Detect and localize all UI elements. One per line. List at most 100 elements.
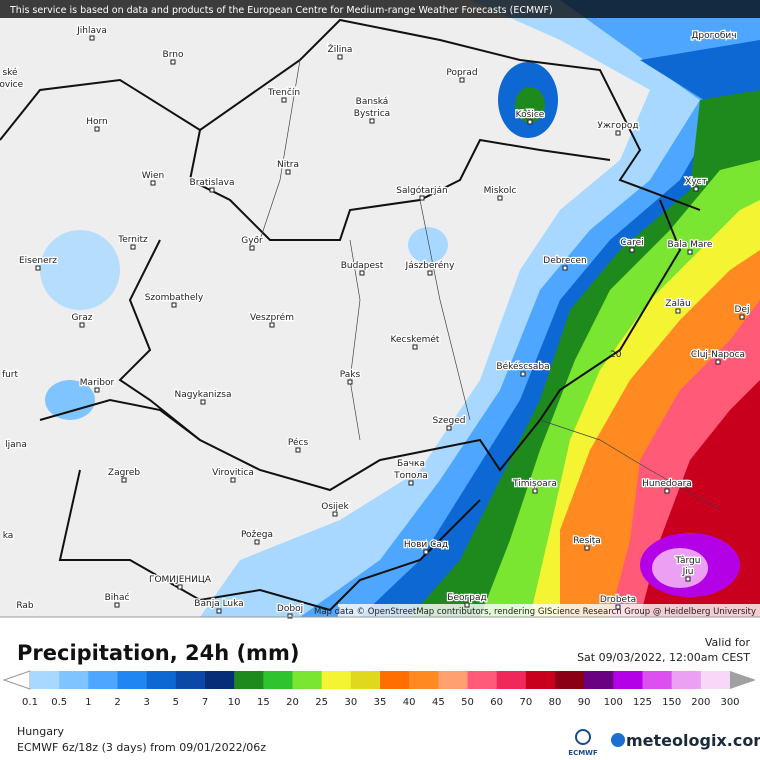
city-marker	[130, 244, 136, 250]
color-swatch	[321, 671, 352, 689]
color-swatch	[205, 671, 235, 689]
city-label: Carei	[620, 238, 643, 248]
city-marker	[209, 187, 215, 193]
city-label: Nitra	[277, 160, 299, 170]
valid-time: Sat 09/03/2022, 12:00am CEST	[577, 651, 750, 664]
city-marker	[369, 118, 375, 124]
city-marker	[230, 477, 236, 483]
city-marker	[200, 399, 206, 405]
color-swatch	[467, 671, 498, 689]
city-label: Pécs	[288, 437, 309, 448]
notice: This service is based on data and produc…	[9, 5, 553, 16]
city-marker	[347, 379, 353, 385]
city-marker	[287, 613, 293, 619]
color-swatch	[30, 671, 60, 689]
color-swatch	[642, 671, 673, 689]
city-marker	[615, 130, 621, 136]
level-label: 40	[403, 697, 416, 708]
city-label: Eisenerz	[19, 256, 57, 266]
city-label: Horn	[86, 117, 108, 127]
city-marker	[35, 265, 41, 271]
city-marker	[94, 387, 100, 393]
level-label: 70	[519, 697, 532, 708]
level-label: 25	[315, 697, 328, 708]
valid-label: Valid for	[705, 636, 751, 649]
ecmwf-logo: ECMWF	[568, 749, 598, 757]
city-label: Београд	[447, 593, 486, 603]
city-label: Timișoara	[512, 479, 557, 489]
city-marker	[532, 488, 538, 494]
city-marker	[687, 249, 693, 255]
city-marker	[739, 314, 745, 320]
level-label: 80	[549, 697, 562, 708]
city-label: ГОМИЈЕНИЦА	[149, 575, 212, 585]
city-marker	[170, 59, 176, 65]
city-marker	[285, 169, 291, 175]
city-marker	[527, 119, 533, 125]
city-label: Reșița	[573, 536, 601, 546]
city-marker	[359, 270, 365, 276]
city-label: Budapest	[341, 261, 384, 271]
level-label: 300	[720, 697, 739, 708]
city-marker	[423, 549, 429, 555]
city-label: Košice	[516, 109, 545, 120]
city-marker	[281, 97, 287, 103]
city-marker	[685, 576, 691, 582]
city-marker	[249, 245, 255, 251]
city-label: Ternitz	[117, 235, 148, 245]
city-marker	[520, 371, 526, 377]
city-label: Jihlava	[76, 26, 107, 36]
city-label: Salgótarján	[396, 185, 447, 196]
level-label: 90	[578, 697, 591, 708]
city-label: Miskolc	[484, 186, 517, 196]
city-label: Хуст	[685, 177, 707, 187]
color-swatch	[146, 671, 177, 689]
color-swatch	[59, 671, 89, 689]
city-label: Târgu	[675, 556, 701, 566]
city-label: Zagreb	[108, 468, 140, 478]
brand: meteologix.com	[626, 731, 760, 750]
city-marker	[562, 265, 568, 271]
city-marker	[584, 545, 590, 551]
city-label: Топола	[393, 471, 428, 481]
city-marker	[629, 247, 635, 253]
level-label: 60	[490, 697, 503, 708]
level-label: 0.5	[51, 697, 67, 708]
level-label: 45	[432, 697, 445, 708]
city-label: Maribor	[80, 378, 115, 388]
city-marker	[337, 54, 343, 60]
level-label: 50	[461, 697, 474, 708]
city-marker	[497, 195, 503, 201]
city-marker	[114, 602, 120, 608]
city-label: Osijek	[321, 502, 349, 512]
city-marker	[615, 604, 621, 610]
color-swatch	[671, 671, 702, 689]
city-marker	[446, 425, 452, 431]
city-label: jovice	[0, 80, 24, 90]
level-label: 5	[173, 697, 179, 708]
city-label: Szombathely	[145, 293, 204, 303]
level-label: 35	[374, 697, 387, 708]
city-label: ljana	[5, 440, 27, 450]
city-marker	[464, 602, 470, 608]
city-label: Hunedoara	[642, 479, 692, 489]
city-marker	[715, 359, 721, 365]
model-run: ECMWF 6z/18z (3 days) from 09/01/2022/06…	[17, 741, 266, 754]
city-label: Bihać	[105, 592, 130, 603]
city-marker	[177, 584, 183, 590]
city-marker	[675, 308, 681, 314]
city-label: ské	[2, 67, 18, 78]
city-label: Kecskemét	[391, 334, 440, 345]
city-label: Bratislava	[190, 178, 235, 188]
city-label: Нови Сад	[404, 540, 448, 550]
city-label: Paks	[340, 370, 361, 380]
color-swatch	[350, 671, 381, 689]
map: This service is based on data and produc…	[0, 0, 760, 619]
under-swatch	[2, 670, 31, 690]
city-label: Nagykanizsa	[175, 390, 232, 400]
level-label: 150	[662, 697, 681, 708]
color-swatch	[409, 671, 439, 689]
contour-label: 20	[610, 350, 622, 360]
color-swatch	[380, 671, 410, 689]
